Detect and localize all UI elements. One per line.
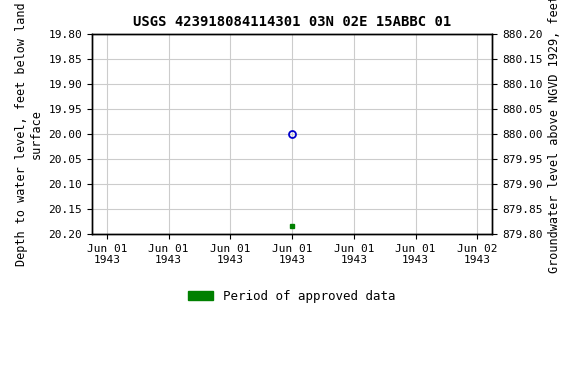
Y-axis label: Groundwater level above NGVD 1929, feet: Groundwater level above NGVD 1929, feet (548, 0, 561, 273)
Legend: Period of approved data: Period of approved data (183, 285, 401, 308)
Title: USGS 423918084114301 03N 02E 15ABBC 01: USGS 423918084114301 03N 02E 15ABBC 01 (133, 15, 451, 29)
Y-axis label: Depth to water level, feet below land
surface: Depth to water level, feet below land su… (15, 2, 43, 266)
